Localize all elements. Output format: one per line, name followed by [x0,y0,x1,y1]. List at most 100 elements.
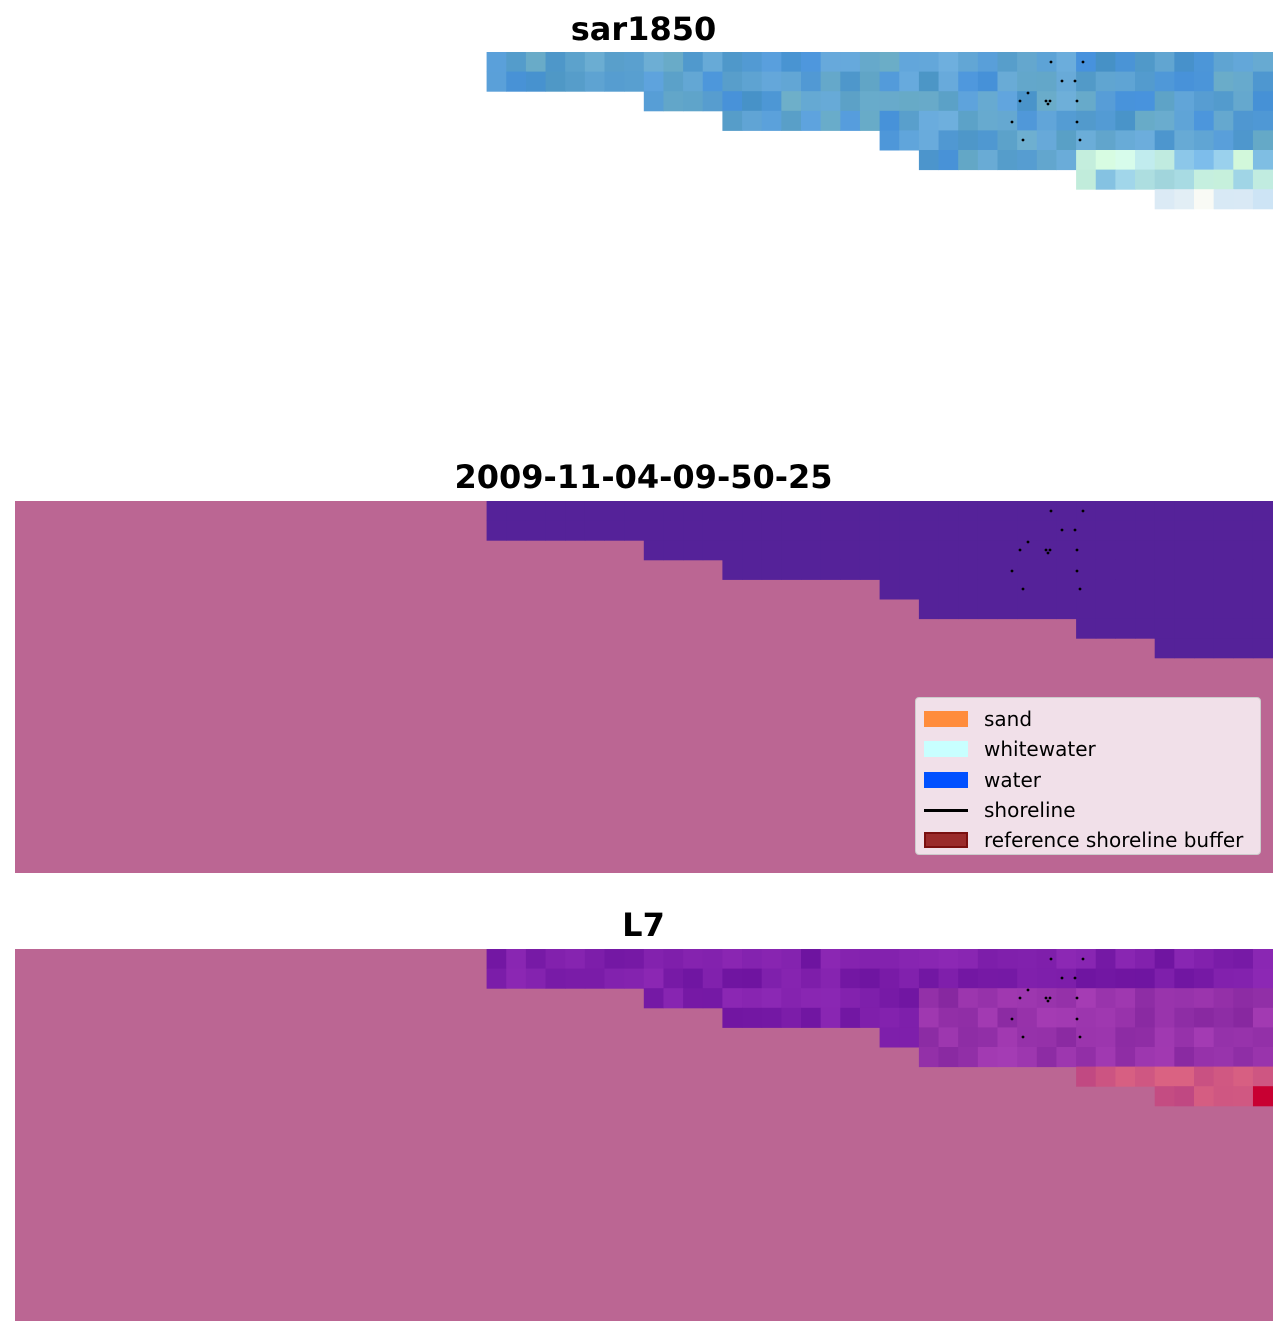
sar-pixel [1017,130,1038,151]
index-pixel [840,1007,861,1028]
sar-pixel [801,71,822,92]
reference-shoreline-point [1075,569,1079,573]
index-pixel [1076,949,1097,970]
index-pixel [663,988,684,1009]
index-pixel [742,968,763,989]
water-class-pixel [683,540,704,561]
water-class-pixel [1194,520,1215,541]
water-class-pixel [918,579,940,600]
legend-item: whitewater [924,734,1252,764]
water-class-pixel [1154,599,1175,620]
index-pixel [997,988,1018,1009]
sar-pixel [1233,91,1254,112]
sar-pixel [1194,91,1215,112]
legend-item: reference shoreline buffer [924,825,1252,855]
legend-item: water [924,765,1252,795]
water-class-pixel [938,579,959,600]
sar-pixel [918,150,940,171]
index-pixel [1135,1007,1156,1028]
index-pixel [1194,949,1215,970]
reference-shoreline-point [1046,551,1050,555]
sar-pixel [840,110,861,131]
index-pixel [525,968,547,989]
index-pixel [1252,1086,1273,1107]
sar-pixel [1095,169,1116,190]
water-class-pixel [1213,501,1234,522]
water-class-pixel [525,501,547,522]
water-class-pixel [879,559,900,580]
reference-shoreline-point [1010,120,1014,124]
sar-pixel [1174,91,1195,112]
index-pixel [918,968,940,989]
water-class-pixel [781,540,802,561]
water-class-pixel [1154,520,1175,541]
water-class-pixel [977,579,998,600]
legend-color-swatch [924,741,968,758]
water-class-pixel [663,520,684,541]
index-pixel [1154,1007,1175,1028]
sar-pixel [840,52,861,73]
sar-pixel [1213,110,1234,131]
water-class-pixel [1233,579,1254,600]
water-class-pixel [1036,520,1057,541]
water-class-pixel [781,520,802,541]
index-pixel [1233,949,1254,970]
water-class-pixel [1174,520,1195,541]
index-pixel [1056,968,1077,989]
sar-pixel [722,110,743,131]
water-class-pixel [1095,501,1116,522]
index-pixel [683,949,704,970]
water-class-pixel [565,520,586,541]
sar-pixel [938,52,959,73]
water-class-pixel [1233,540,1254,561]
sar-pixel [742,52,763,73]
sar-pixel [958,110,979,131]
index-pixel [1095,1066,1116,1087]
sar-pixel [977,150,998,171]
legend-label: water [984,767,1041,792]
sar-pixel [565,71,586,92]
water-class-pixel [1135,520,1156,541]
sar-pixel [1174,52,1195,73]
index-pixel [1174,1086,1195,1107]
water-class-pixel [1194,559,1215,580]
sar-pixel [1036,130,1057,151]
water-class-pixel [1056,540,1077,561]
index-pixel [781,949,802,970]
reference-shoreline-point [1049,60,1053,64]
water-class-pixel [1252,559,1273,580]
sar-pixel [977,71,998,92]
index-pixel [1194,1047,1215,1068]
water-class-pixel [565,501,586,522]
water-class-pixel [1056,501,1077,522]
index-pixel [1135,1027,1156,1048]
water-class-pixel [1252,501,1273,522]
index-pixel [958,1027,979,1048]
index-pixel [1115,1007,1136,1028]
index-pixel [663,949,684,970]
sar-pixel [899,71,920,92]
water-class-pixel [938,501,959,522]
water-class-pixel [1017,540,1038,561]
index-pixel [958,1047,979,1068]
reference-shoreline-point [1048,99,1052,103]
index-pixel [1135,1066,1156,1087]
water-class-pixel [1174,638,1195,659]
index-pixel [997,968,1018,989]
water-class-pixel [663,540,684,561]
water-class-pixel [1252,599,1273,620]
water-class-pixel [1213,638,1234,659]
water-class-pixel [997,520,1018,541]
water-class-pixel [801,501,822,522]
water-class-pixel [840,501,861,522]
sar-pixel [1233,169,1254,190]
sar-pixel [1017,91,1038,112]
sar-pixel [1056,130,1077,151]
water-class-pixel [761,520,782,541]
water-class-pixel [663,501,684,522]
sar-pixel [1252,189,1273,210]
index-pixel [506,968,527,989]
sar-pixel [1115,71,1136,92]
water-class-pixel [977,520,998,541]
sar-pixel [997,150,1018,171]
